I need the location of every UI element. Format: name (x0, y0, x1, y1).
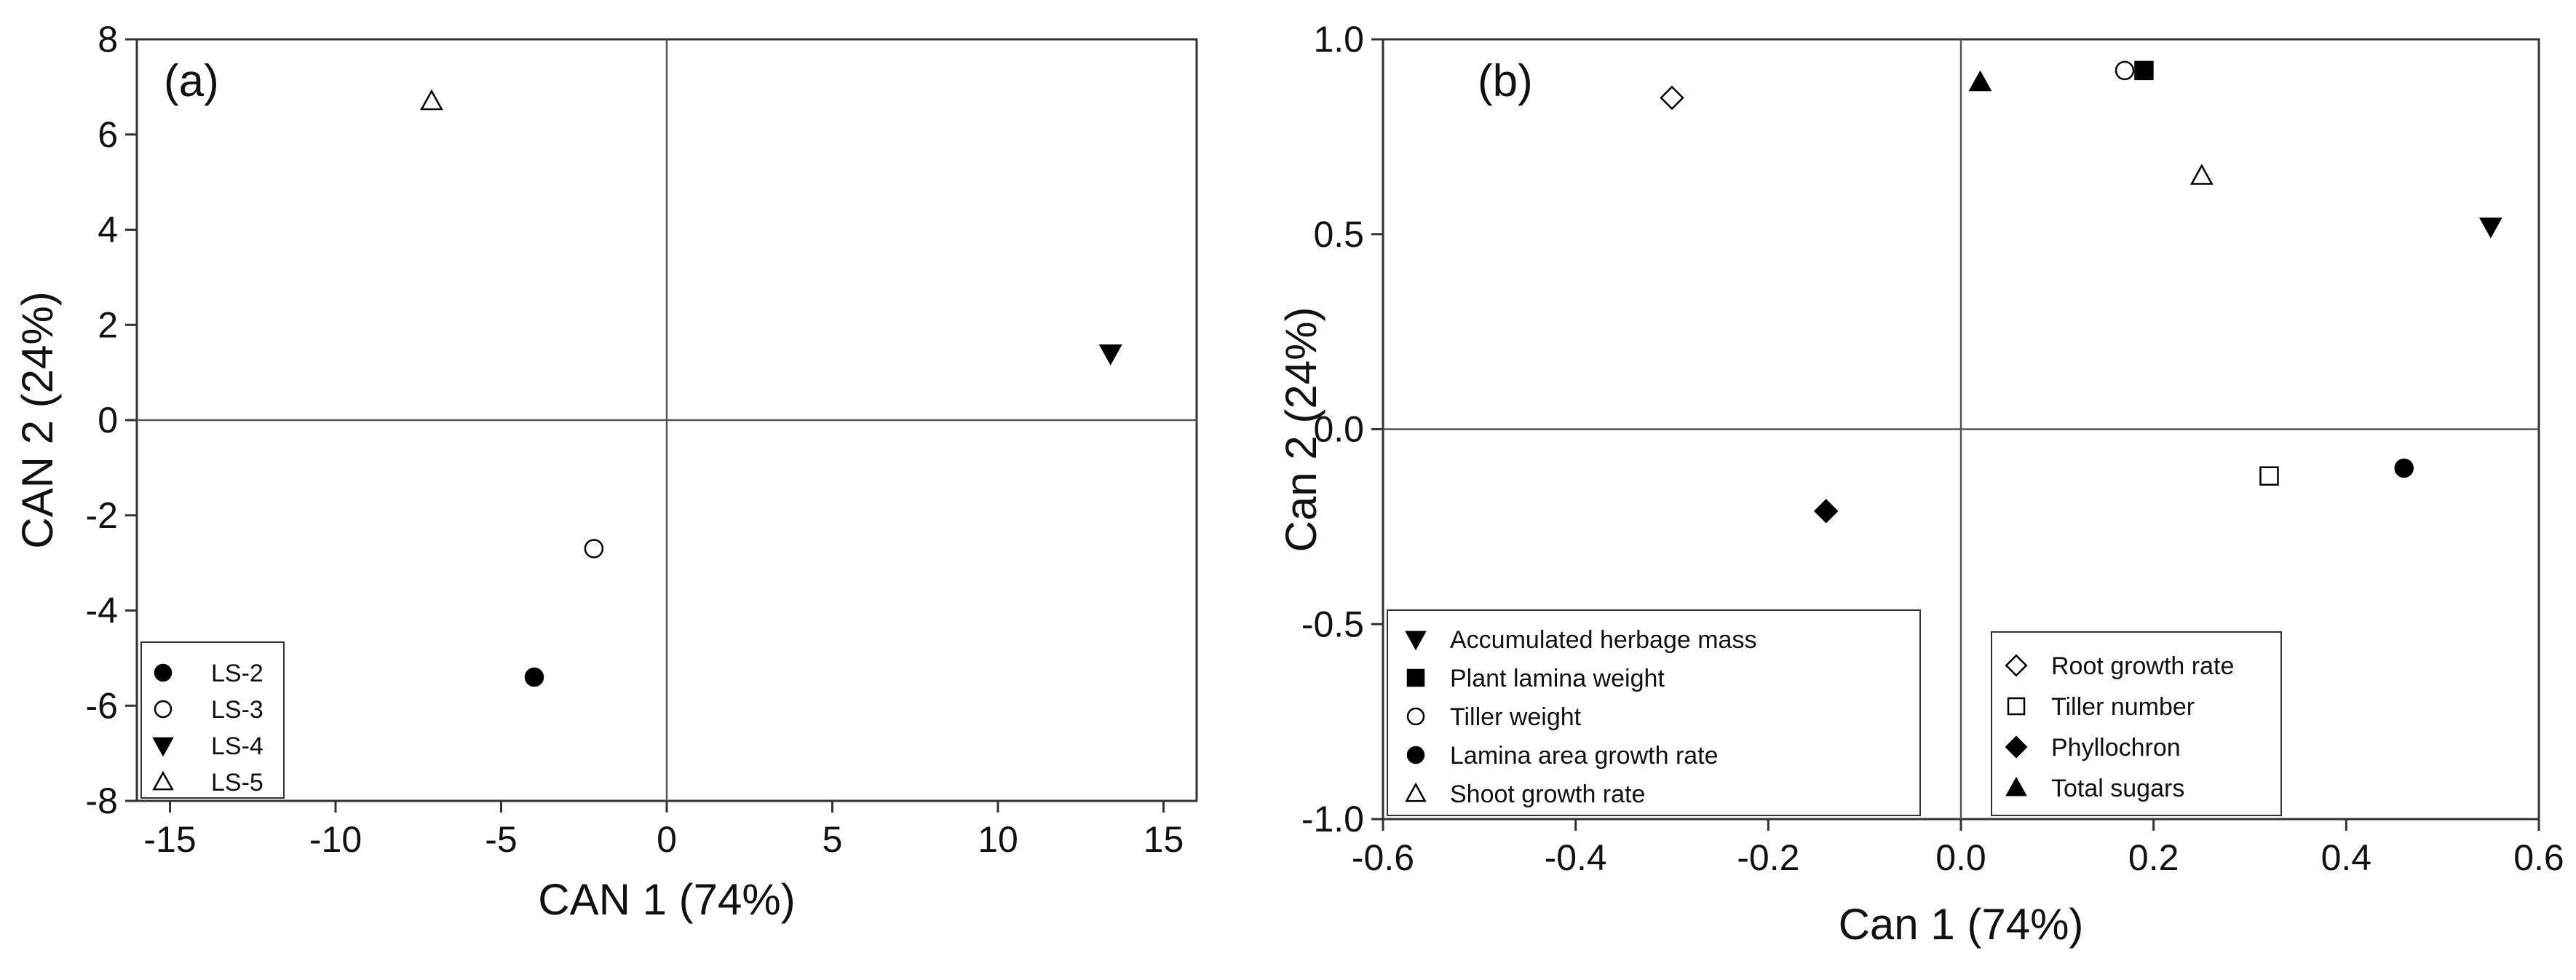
y-tick-label: -8 (86, 781, 118, 821)
panel-b-legend-right-frame (1991, 631, 2282, 816)
y-tick-label: -6 (86, 685, 118, 726)
panel-a-x-axis-title: CAN 1 (74%) (538, 875, 795, 924)
y-tick-label: 8 (98, 19, 118, 60)
panel-a-label: (a) (164, 56, 219, 106)
legend-label-ls-2: LS-2 (211, 660, 263, 687)
x-tick-label: -15 (143, 819, 196, 860)
legend-marker-ls-2 (154, 663, 173, 682)
legend-marker-total-sugars (2005, 776, 2027, 797)
x-tick-label: -10 (309, 819, 362, 860)
y-tick-label: 4 (98, 210, 118, 250)
y-tick-label: 6 (98, 114, 118, 155)
point-shoot-growth-rate (2189, 164, 2214, 185)
x-tick-label: 5 (823, 819, 843, 860)
point-phyllochron (1813, 499, 1839, 523)
x-tick-label: 15 (1144, 819, 1184, 860)
x-tick-label: 0.0 (1935, 837, 1986, 878)
legend-label-phyllochron: Phyllochron (2051, 734, 2181, 762)
point-ls-5 (420, 89, 443, 111)
legend-marker-ls-3 (154, 700, 173, 719)
point-plant-lamina-weight (2134, 60, 2154, 81)
point-ls-4 (1098, 344, 1122, 365)
legend-marker-accumulated-herbage-mass (1405, 631, 1427, 651)
legend-marker-shoot-growth-rate (1405, 782, 1427, 802)
point-root-growth-rate (1660, 85, 1684, 111)
legend-label-tiller-number: Tiller number (2051, 693, 2195, 721)
legend-label-root-growth-rate: Root growth rate (2051, 652, 2234, 680)
y-tick-label: 0.5 (1313, 214, 1364, 255)
panel-b-legend-left (1387, 609, 1921, 816)
point-total-sugars (1968, 70, 1992, 92)
point-tiller-weight (2115, 60, 2135, 81)
legend-label-shoot-growth-rate: Shoot growth rate (1450, 781, 1645, 808)
x-tick-label: 10 (978, 819, 1018, 860)
y-tick-label: 0.0 (1313, 409, 1364, 450)
x-tick-label: -5 (485, 819, 517, 860)
y-tick-label: -0.5 (1301, 604, 1364, 644)
point-lamina-area-growth-rate (2394, 458, 2414, 478)
panel-a-legend: LS-2 LS-3 LS-4 LS-5 (140, 641, 285, 799)
x-tick-label: 0.2 (2128, 837, 2179, 878)
legend-label-ls-3: LS-3 (211, 696, 263, 724)
x-tick-label: 0.6 (2513, 837, 2564, 878)
panel-b-x-axis-title: Can 1 (74%) (1839, 900, 2084, 949)
legend-marker-phyllochron (2005, 735, 2028, 759)
point-accumulated-herbage-mass (2478, 217, 2502, 239)
legend-label-lamina-area-growth-rate: Lamina area growth rate (1450, 742, 1719, 770)
legend-label-ls-4: LS-4 (211, 732, 263, 760)
y-tick-label: 2 (98, 304, 118, 345)
panel-b-chart: -0.6 -0.4 -0.2 0.0 0.2 0.4 0.6 -1.0 -0.5 0.0 0.5 1.… (1277, 19, 2564, 949)
legend-marker-lamina-area-growth-rate (1406, 746, 1425, 764)
x-tick-label: 0 (657, 819, 677, 860)
point-ls-2 (524, 667, 544, 687)
legend-marker-ls-4 (152, 737, 174, 757)
y-tick-label: -1.0 (1301, 799, 1364, 839)
legend-marker-root-growth-rate (2005, 654, 2028, 677)
legend-label-plant-lamina-weight: Plant lamina weight (1450, 665, 1665, 692)
legend-marker-plant-lamina-weight (1406, 668, 1425, 687)
legend-label-accumulated-herbage-mass: Accumulated herbage mass (1450, 626, 1756, 654)
legend-marker-tiller-weight (1406, 707, 1425, 726)
y-tick-label: 1.0 (1313, 19, 1364, 60)
y-tick-label: -2 (86, 495, 118, 536)
panel-b-legend-right (1991, 631, 2282, 816)
panel-a-y-axis-title: CAN 2 (24%) (13, 291, 62, 548)
legend-label-ls-5: LS-5 (211, 769, 263, 797)
point-ls-3 (584, 539, 604, 558)
legend-marker-tiller-number (2007, 697, 2026, 716)
panel-b-y-axis-title: Can 2 (24%) (1277, 307, 1325, 553)
x-tick-label: -0.2 (1737, 837, 1799, 878)
panel-a-chart: -15 -10 -5 0 5 10 15 -8 -6 -4 -2 0 2 4 6 8 (a) CAN 1 (7… (13, 19, 1198, 924)
x-tick-label: -0.6 (1352, 837, 1414, 878)
x-tick-label: -0.4 (1545, 837, 1607, 878)
y-tick-label: -4 (86, 590, 118, 631)
panel-b-legend-left-frame (1387, 609, 1921, 816)
y-tick-label: 0 (98, 400, 118, 440)
legend-label-total-sugars: Total sugars (2051, 775, 2184, 802)
point-tiller-number (2259, 466, 2279, 486)
legend-marker-ls-5 (152, 770, 174, 791)
panel-b-label: (b) (1478, 56, 1533, 106)
x-tick-label: 0.4 (2321, 837, 2372, 878)
legend-label-tiller-weight: Tiller weight (1450, 703, 1582, 731)
